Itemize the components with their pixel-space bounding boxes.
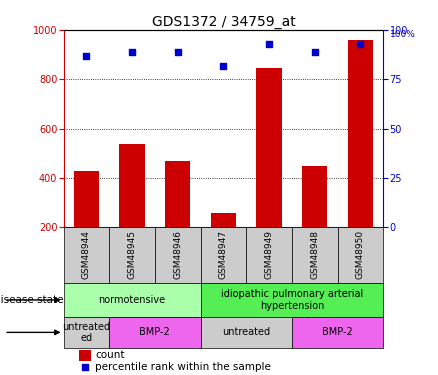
Text: GSM48945: GSM48945 xyxy=(127,230,137,279)
Bar xyxy=(80,350,91,361)
Point xyxy=(220,63,227,69)
Text: percentile rank within the sample: percentile rank within the sample xyxy=(95,362,272,372)
Point xyxy=(82,364,89,370)
Bar xyxy=(302,166,327,228)
Text: GSM48947: GSM48947 xyxy=(219,230,228,279)
Text: disease state: disease state xyxy=(0,295,64,305)
Text: count: count xyxy=(95,350,125,360)
Text: GSM48950: GSM48950 xyxy=(356,230,365,279)
Point xyxy=(128,49,135,55)
Point xyxy=(311,49,318,55)
Bar xyxy=(201,317,292,348)
Text: BMP-2: BMP-2 xyxy=(139,327,170,338)
Text: BMP-2: BMP-2 xyxy=(322,327,353,338)
Bar xyxy=(201,228,246,283)
Bar xyxy=(109,228,155,283)
Bar xyxy=(74,171,99,228)
Bar xyxy=(155,228,201,283)
Text: untreated
ed: untreated ed xyxy=(62,322,110,343)
Bar xyxy=(120,144,145,228)
Bar xyxy=(348,40,373,228)
Point xyxy=(357,41,364,47)
Point xyxy=(83,53,90,58)
Text: GSM48948: GSM48948 xyxy=(310,230,319,279)
Bar xyxy=(292,317,383,348)
Bar xyxy=(338,228,383,283)
Text: 100%: 100% xyxy=(390,30,416,39)
Text: untreated: untreated xyxy=(222,327,270,338)
Bar xyxy=(64,283,201,317)
Text: normotensive: normotensive xyxy=(99,295,166,305)
Point xyxy=(174,49,181,55)
Bar xyxy=(292,228,338,283)
Text: idiopathic pulmonary arterial
hypertension: idiopathic pulmonary arterial hypertensi… xyxy=(221,289,363,311)
Bar xyxy=(109,317,201,348)
Bar xyxy=(165,161,190,228)
Bar xyxy=(246,228,292,283)
Bar xyxy=(64,228,109,283)
Text: GSM48949: GSM48949 xyxy=(265,230,274,279)
Title: GDS1372 / 34759_at: GDS1372 / 34759_at xyxy=(152,15,295,29)
Bar xyxy=(211,213,236,228)
Bar xyxy=(257,68,282,228)
Point xyxy=(265,41,272,47)
Bar xyxy=(201,283,383,317)
Text: GSM48944: GSM48944 xyxy=(82,230,91,279)
Bar xyxy=(64,317,109,348)
Text: GSM48946: GSM48946 xyxy=(173,230,182,279)
